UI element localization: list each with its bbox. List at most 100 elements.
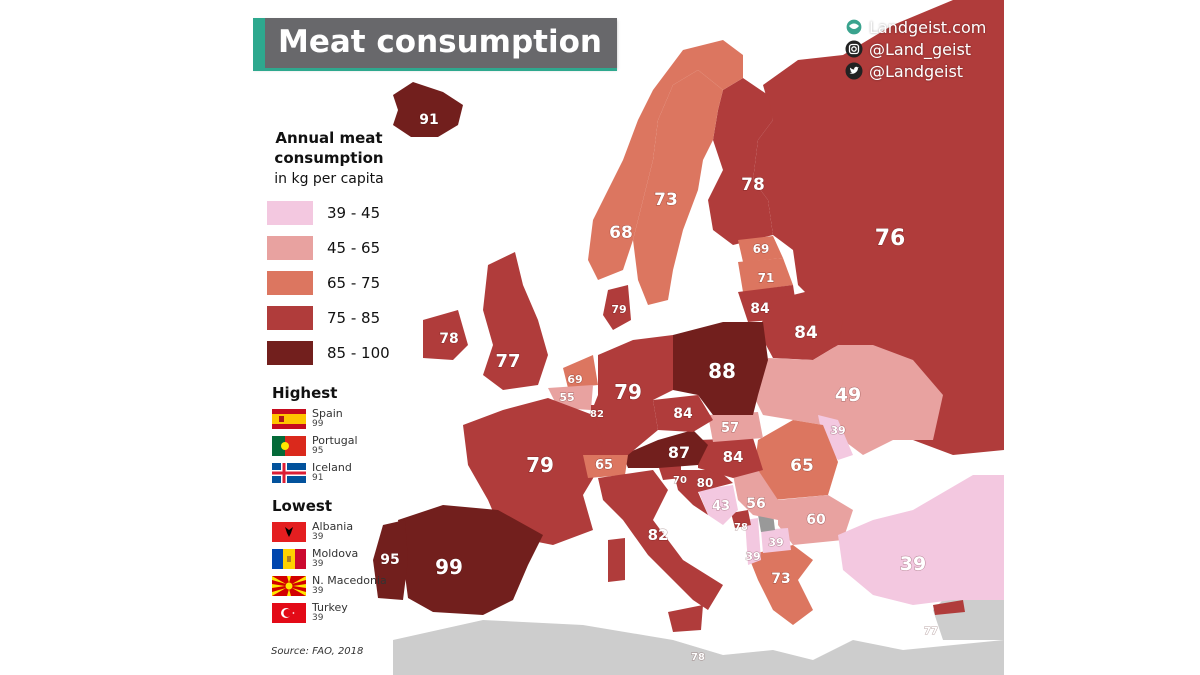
country-ireland [423,310,468,360]
credit-instagram[interactable]: @Land_geist [845,38,986,60]
country-albania [745,518,761,565]
label-montenegro: 78 [734,522,748,533]
lowest-item: N. Macedonia 39 [272,573,387,598]
label-lithuania: 84 [750,301,770,317]
country-latvia [738,258,793,292]
lowest-country: Turkey [312,600,348,614]
legend-title-line1: Annual meat [275,129,383,147]
lowest-value: 39 [312,612,324,623]
legend-swatch [267,201,313,225]
title-bar: Meat consumption [253,18,617,71]
highest-country: Spain [312,406,343,420]
legend-unit: in kg per capita [274,171,384,187]
legend-label: 75 - 85 [327,309,381,327]
label-ukraine: 49 [835,384,861,406]
lowest-country: N. Macedonia [312,573,387,587]
country-portugal [373,520,408,600]
country-bulgaria [778,495,853,545]
north-africa [393,620,1004,675]
label-serbia: 56 [746,496,765,512]
credit-website[interactable]: Landgeist.com [845,16,986,38]
country-iceland [393,82,463,137]
country-austria [623,430,708,468]
country-ukraine [753,345,943,455]
label-hungary: 84 [723,448,744,466]
map-frame: 91 68 73 78 76 69 71 84 84 78 77 79 69 5… [253,0,1004,675]
highest-item: Iceland 91 [272,460,352,485]
twitter-text: @Landgeist [869,61,964,81]
label-bosnia: 43 [712,499,730,514]
label-iceland: 91 [419,112,438,128]
label-poland: 88 [708,359,736,383]
legend-swatch [267,236,313,260]
europe-map: 91 68 73 78 76 69 71 84 84 78 77 79 69 5… [373,0,1004,675]
twitter-icon [845,62,863,80]
lowest-country: Moldova [312,546,359,560]
albania-flag-icon [272,521,306,542]
title-underline [253,68,617,71]
label-macedonia: 39 [768,536,783,549]
label-turkey: 39 [900,553,926,575]
credits: Landgeist.com @Land_geist @Landgeist [845,16,986,82]
country-turkey [838,475,1004,605]
legend-bucket: 75 - 85 [267,306,407,330]
label-italy: 82 [648,526,669,544]
spain-flag-icon [272,408,306,429]
label-luxembourg: 82 [590,409,604,420]
highest-country: Portugal [312,433,358,447]
label-france: 79 [526,453,554,477]
label-belgium: 55 [559,391,574,404]
lowest-value: 39 [312,585,324,596]
legend-bucket: 39 - 45 [267,201,407,225]
legend-label: 85 - 100 [327,344,390,362]
country-croatia [673,470,733,515]
label-spain: 99 [435,555,463,579]
page-title: Meat consumption [278,24,602,60]
label-ireland: 78 [439,331,458,347]
instagram-text: @Land_geist [869,39,972,59]
legend-title-line2: consumption [274,149,384,167]
label-greece: 73 [771,571,790,587]
label-norway: 68 [609,223,633,243]
island-sicily [668,605,703,632]
legend-label: 65 - 75 [327,274,381,292]
lowest-item: Albania 39 [272,519,353,544]
lowest-item: Moldova 39 [272,546,358,571]
source-note: Source: FAO, 2018 [271,646,364,657]
legend-swatch [267,341,313,365]
label-romania: 65 [790,456,814,476]
lowest-value: 39 [312,558,324,569]
legend-heading: Annual meat consumption in kg per capita [267,128,391,190]
label-malta: 78 [691,652,705,663]
iceland-flag-icon [272,462,306,483]
label-moldova: 39 [830,424,845,437]
label-cyprus: 77 [924,626,938,637]
country-moldova [818,415,853,460]
country-belarus [758,290,843,360]
highest-heading: Highest [272,384,338,402]
highest-value: 91 [312,472,324,483]
country-montenegro [731,510,751,528]
label-germany: 79 [614,380,642,404]
country-czechia [653,395,713,432]
label-albania: 39 [745,550,760,563]
label-switzerland: 65 [595,458,613,473]
portugal-flag-icon [272,435,306,456]
country-luxembourg [591,405,603,418]
country-spain [398,505,543,615]
country-macedonia [761,528,791,553]
country-greece [748,545,813,625]
lowest-value: 39 [312,531,324,542]
label-slovakia: 57 [721,421,739,436]
country-hungary [698,438,763,478]
country-germany [588,335,673,455]
website-text: Landgeist.com [869,17,987,37]
highest-value: 95 [312,445,324,456]
country-romania [753,420,838,500]
credit-twitter[interactable]: @Landgeist [845,60,986,82]
country-serbia [733,470,778,520]
legend-bucket: 45 - 65 [267,236,407,260]
label-croatia: 80 [697,476,714,490]
island-sardinia [608,538,625,582]
label-netherlands: 69 [567,373,582,386]
